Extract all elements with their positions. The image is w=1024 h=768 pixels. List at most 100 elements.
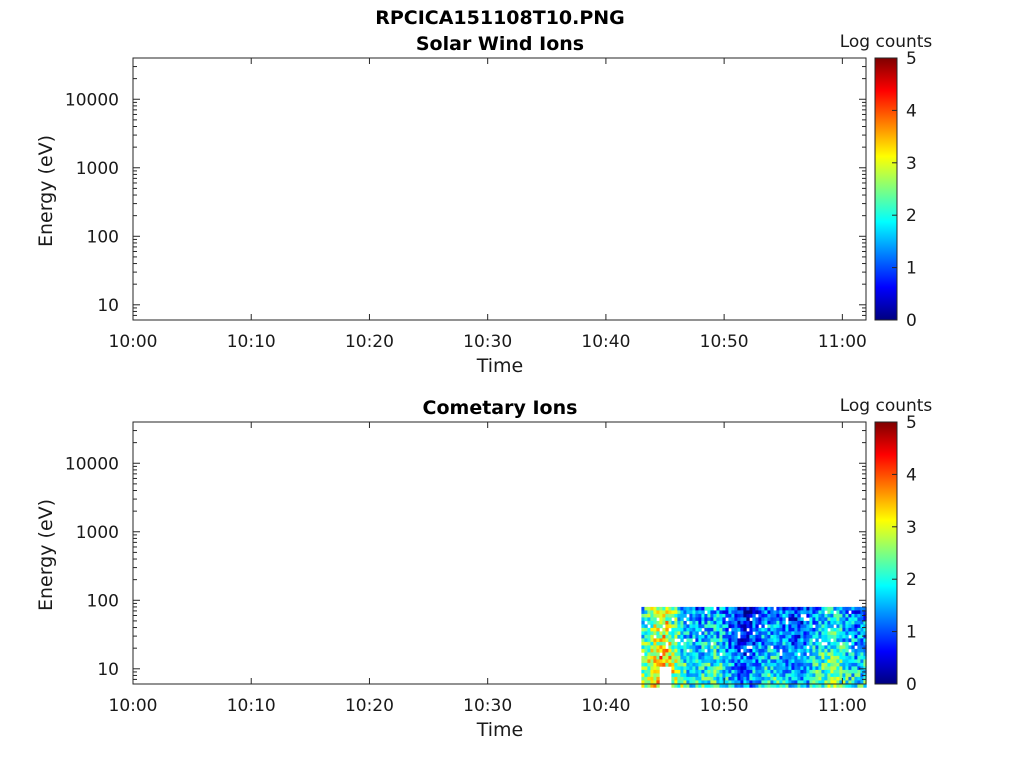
heatmap-cell	[815, 680, 819, 685]
heatmap-cell	[815, 624, 819, 629]
heatmap-cell	[836, 624, 840, 629]
heatmap-cell	[734, 683, 738, 688]
heatmap-cell	[833, 680, 837, 685]
heatmap-cell	[833, 613, 837, 618]
heatmap-cell	[830, 680, 834, 685]
heatmap-cell	[845, 655, 849, 660]
heatmap-cell	[794, 631, 798, 636]
heatmap-cell	[812, 613, 816, 618]
heatmap-cell	[734, 606, 738, 611]
heatmap-cell	[773, 624, 777, 629]
heatmap-cell	[791, 606, 795, 611]
heatmap-cell	[683, 610, 687, 615]
heatmap-cell	[749, 613, 753, 618]
heatmap-cell	[725, 610, 729, 615]
heatmap-cell	[764, 645, 768, 650]
heatmap-cell	[755, 624, 759, 629]
heatmap-cell	[662, 652, 666, 657]
heatmap-cell	[818, 662, 822, 667]
heatmap-cell	[746, 620, 750, 625]
heatmap-cell	[794, 659, 798, 664]
heatmap-cell	[749, 606, 753, 611]
heatmap-cell	[764, 683, 768, 688]
heatmap-cell	[710, 648, 714, 653]
heatmap-cell	[650, 627, 654, 632]
heatmap-cell	[803, 610, 807, 615]
heatmap-cell	[719, 662, 723, 667]
heatmap-cell	[830, 676, 834, 681]
heatmap-cell	[812, 648, 816, 653]
heatmap-cell	[764, 669, 768, 674]
heatmap-cell	[800, 655, 804, 660]
x-tick-label: 10:00	[109, 332, 158, 352]
heatmap-cell	[800, 673, 804, 678]
heatmap-cell	[779, 634, 783, 639]
heatmap-cell	[797, 648, 801, 653]
heatmap-cell	[692, 610, 696, 615]
heatmap-cell	[731, 617, 735, 622]
colorbar-tick-label: 5	[906, 49, 917, 69]
heatmap-cell	[803, 634, 807, 639]
heatmap-cell	[806, 627, 810, 632]
heatmap-cell	[740, 659, 744, 664]
heatmap-cell	[734, 652, 738, 657]
heatmap-cell	[683, 683, 687, 688]
heatmap-cell	[791, 648, 795, 653]
heatmap-cell	[668, 606, 672, 611]
heatmap-cell	[710, 627, 714, 632]
heatmap-cell	[788, 659, 792, 664]
heatmap-cell	[677, 676, 681, 681]
heatmap-cell	[779, 638, 783, 643]
heatmap-cell	[668, 641, 672, 646]
heatmap-cell	[653, 627, 657, 632]
heatmap-cell	[773, 617, 777, 622]
heatmap-cell	[800, 652, 804, 657]
heatmap-cell	[662, 620, 666, 625]
heatmap-cell	[674, 627, 678, 632]
y-tick-label: 10	[97, 296, 119, 316]
heatmap-cell	[803, 627, 807, 632]
heatmap-cell	[698, 683, 702, 688]
heatmap-cell	[749, 655, 753, 660]
heatmap-cell	[767, 606, 771, 611]
y-tick-label: 1000	[76, 523, 119, 543]
heatmap-cell	[704, 634, 708, 639]
heatmap-cell	[728, 641, 732, 646]
heatmap-cell	[830, 627, 834, 632]
heatmap-cell	[809, 620, 813, 625]
heatmap-cell	[845, 652, 849, 657]
heatmap-cell	[782, 683, 786, 688]
heatmap-cell	[686, 666, 690, 671]
heatmap-cell	[806, 606, 810, 611]
y-tick-label: 1000	[76, 159, 119, 179]
heatmap-cell	[728, 662, 732, 667]
heatmap-cell	[839, 683, 843, 688]
heatmap-cell	[851, 683, 855, 688]
heatmap-cell	[812, 631, 816, 636]
heatmap-cell	[848, 620, 852, 625]
heatmap-cell	[707, 624, 711, 629]
heatmap-cell	[851, 659, 855, 664]
heatmap-cell	[641, 613, 645, 618]
heatmap-cell	[851, 655, 855, 660]
heatmap-cell	[839, 659, 843, 664]
heatmap-cell	[671, 669, 675, 674]
heatmap-cell	[725, 669, 729, 674]
heatmap-cell	[782, 680, 786, 685]
heatmap-cell	[653, 676, 657, 681]
heatmap-cell	[650, 641, 654, 646]
heatmap-cell	[854, 627, 858, 632]
heatmap-cell	[842, 655, 846, 660]
heatmap-cell	[734, 610, 738, 615]
heatmap-cell	[809, 659, 813, 664]
heatmap-cell	[704, 662, 708, 667]
heatmap-cell	[656, 659, 660, 664]
heatmap-cell	[800, 669, 804, 674]
heatmap-cell	[713, 683, 717, 688]
heatmap-cell	[845, 683, 849, 688]
heatmap-cell	[704, 627, 708, 632]
heatmap-cell	[812, 655, 816, 660]
heatmap-cell	[842, 624, 846, 629]
heatmap-cell	[644, 638, 648, 643]
